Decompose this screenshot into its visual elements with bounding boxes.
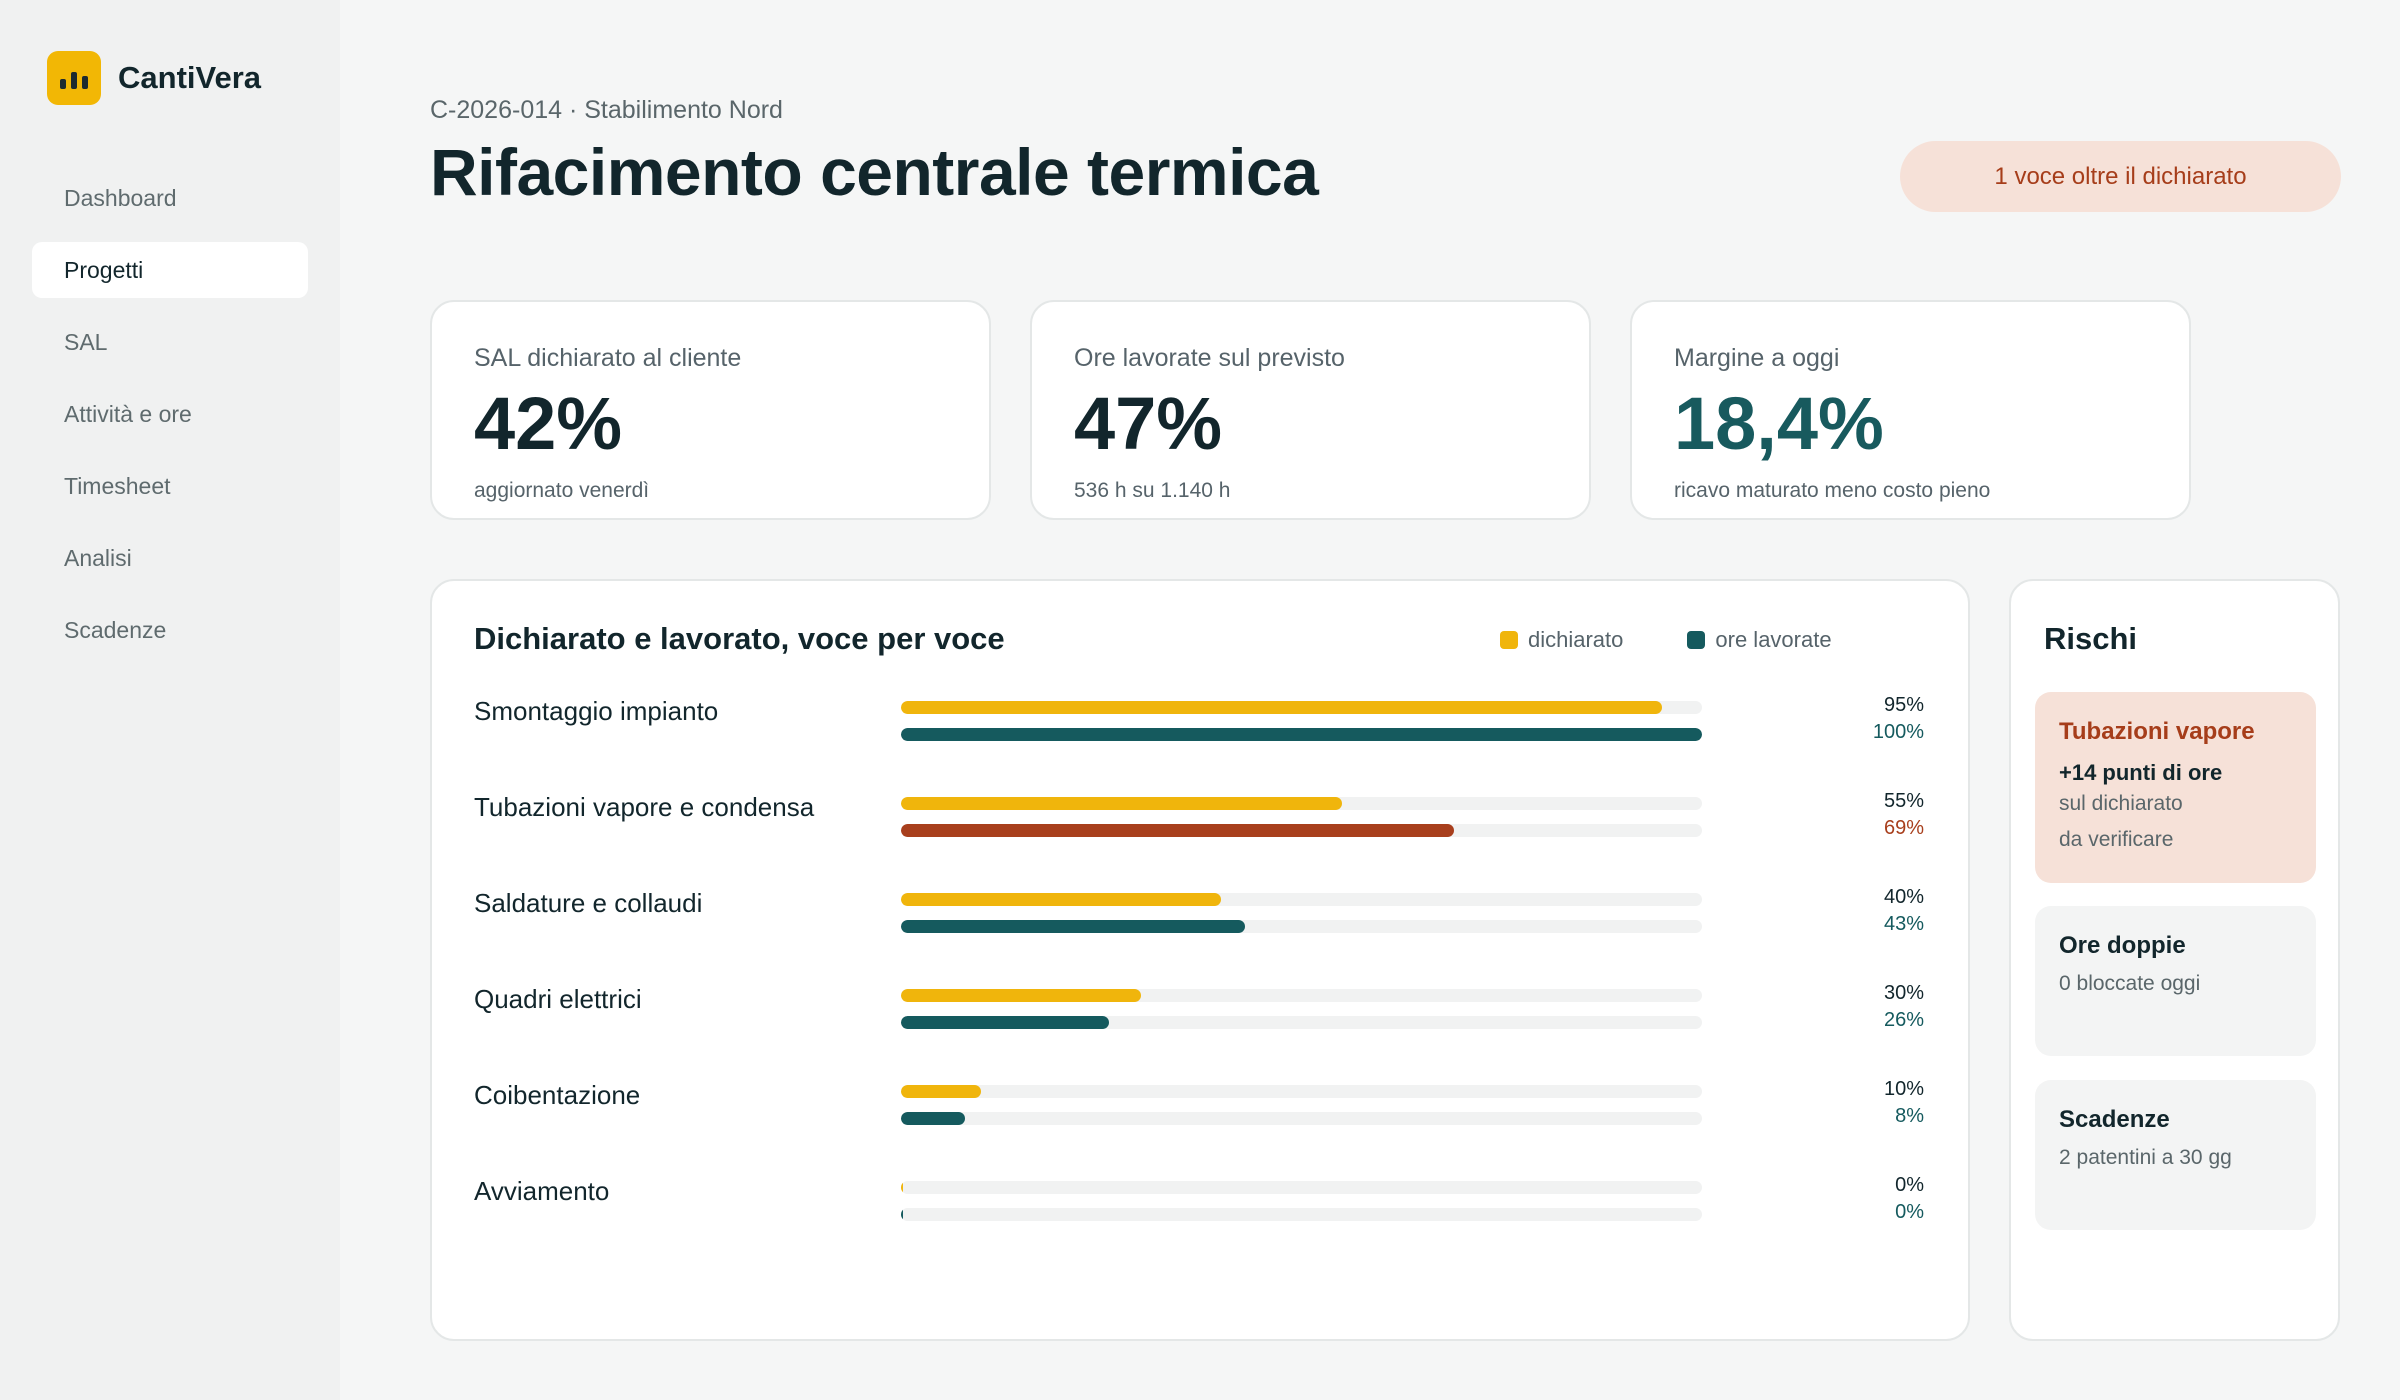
- legend-label: ore lavorate: [1715, 627, 1832, 652]
- bar-track-quadri-elettrici: [901, 1016, 1702, 1029]
- bar-dichiarato-quadri-elettrici: [901, 989, 1142, 1002]
- legend-swatch: [1500, 631, 1518, 649]
- kpi-value: 47%: [1074, 382, 1223, 465]
- value-label-dichiarato: 30%: [1883, 982, 1924, 1004]
- value-label-ore-lavorate: 69%: [1883, 817, 1924, 839]
- sidebar-item-dashboard[interactable]: Dashboard: [64, 184, 177, 211]
- page-title: Rifacimento centrale termica: [430, 135, 1319, 209]
- row-label-smontaggio-impianto: Smontaggio impianto: [474, 696, 719, 726]
- sidebar-item-attivita-e-ore[interactable]: Attività e ore: [64, 400, 192, 427]
- kpi-label: SAL dichiarato al cliente: [474, 344, 742, 372]
- sidebar-item-progetti[interactable]: Progetti: [32, 242, 308, 298]
- risk-card-line: sul dichiarato: [2059, 792, 2183, 815]
- chart-legend: dichiarato ore lavorate: [1500, 627, 1896, 653]
- bar-ore-lavorate-quadri-elettrici: [901, 1016, 1110, 1029]
- value-label-dichiarato: 55%: [1883, 790, 1924, 812]
- value-label-dichiarato: 0%: [1895, 1174, 1924, 1196]
- bar-track-coibentazione: [901, 1085, 1702, 1098]
- sidebar-item-sal[interactable]: SAL: [64, 328, 108, 355]
- bar-dichiarato-tubazioni-vapore-e-condensa: [901, 797, 1342, 810]
- bar-chart-icon: [47, 51, 101, 105]
- chart-title: Dichiarato e lavorato, voce per voce: [474, 621, 1005, 656]
- legend-item-ore-lavorate: ore lavorate: [1687, 627, 1832, 653]
- bar-track-tubazioni-vapore-e-condensa: [901, 797, 1702, 810]
- sidebar-item-analisi[interactable]: Analisi: [64, 544, 132, 571]
- brand[interactable]: CantiVera: [47, 51, 261, 105]
- bar-track-tubazioni-vapore-e-condensa: [901, 824, 1702, 837]
- value-label-ore-lavorate: 26%: [1883, 1009, 1924, 1031]
- row-label-tubazioni-vapore-e-condensa: Tubazioni vapore e condensa: [474, 792, 815, 822]
- risk-card-title: Scadenze: [2059, 1106, 2170, 1133]
- overrun-alert-badge[interactable]: 1 voce oltre il dichiarato: [1900, 141, 2341, 212]
- bar-ore-lavorate-coibentazione: [901, 1112, 966, 1125]
- value-label-ore-lavorate: 43%: [1883, 913, 1924, 935]
- risk-card-title: Ore doppie: [2059, 932, 2186, 959]
- bar-ore-lavorate-tubazioni-vapore-e-condensa: [901, 824, 1454, 837]
- kpi-value: 42%: [474, 382, 623, 465]
- kpi-subtext: 536 h su 1.140 h: [1074, 479, 1231, 502]
- bar-dichiarato-avviamento: [901, 1181, 903, 1194]
- value-label-dichiarato: 10%: [1883, 1078, 1924, 1100]
- bar-ore-lavorate-avviamento: [901, 1208, 903, 1221]
- risk-card-line: 2 patentini a 30 gg: [2059, 1146, 2232, 1169]
- value-label-ore-lavorate: 8%: [1895, 1105, 1924, 1127]
- sidebar-item-scadenze[interactable]: Scadenze: [64, 616, 167, 643]
- risk-card-title: Tubazioni vapore: [2059, 718, 2255, 745]
- risk-card-line: 0 bloccate oggi: [2059, 972, 2201, 995]
- legend-swatch: [1687, 631, 1706, 649]
- bar-track-coibentazione: [901, 1112, 1702, 1125]
- risk-card-tubazioni[interactable]: Tubazioni vapore +14 punti di ore sul di…: [2035, 692, 2316, 883]
- value-label-ore-lavorate: 100%: [1872, 721, 1924, 743]
- bar-ore-lavorate-smontaggio-impianto: [901, 728, 1702, 741]
- risk-card-line: da verificare: [2059, 828, 2174, 851]
- bar-dichiarato-coibentazione: [901, 1085, 982, 1098]
- row-label-quadri-elettrici: Quadri elettrici: [474, 984, 642, 1014]
- legend-label: dichiarato: [1528, 627, 1624, 652]
- brand-name: CantiVera: [118, 60, 262, 95]
- bar-track-quadri-elettrici: [901, 989, 1702, 1002]
- chart-rows: Smontaggio impianto 95% 100% Tubazioni vapo…: [432, 581, 1968, 1339]
- risk-card-highlight: +14 punti di ore: [2059, 760, 2223, 785]
- kpi-subtext: ricavo maturato meno costo pieno: [1674, 479, 1991, 502]
- bar-track-avviamento: [901, 1181, 1702, 1194]
- row-label-coibentazione: Coibentazione: [474, 1080, 641, 1110]
- sidebar-nav: Dashboard Progetti SAL Attività e ore Ti…: [32, 170, 308, 674]
- row-label-avviamento: Avviamento: [474, 1176, 610, 1206]
- kpi-card-ore: Ore lavorate sul previsto 47% 536 h su 1…: [1030, 300, 1591, 520]
- sidebar: CantiVera Dashboard Progetti SAL Attivit…: [0, 0, 340, 1400]
- bar-ore-lavorate-saldature-e-collaudi: [901, 920, 1246, 933]
- bar-track-avviamento: [901, 1208, 1702, 1221]
- breadcrumb: C-2026-014 · Stabilimento Nord: [430, 96, 783, 124]
- risk-card-ore-doppie[interactable]: Ore doppie 0 bloccate oggi: [2035, 906, 2316, 1056]
- sidebar-item-timesheet[interactable]: Timesheet: [64, 472, 171, 499]
- kpi-card-sal: SAL dichiarato al cliente 42% aggiornato…: [430, 300, 991, 520]
- value-label-dichiarato: 95%: [1883, 694, 1924, 716]
- risk-panel: Rischi Tubazioni vapore +14 punti di ore…: [2009, 579, 2340, 1341]
- risk-card-scadenze[interactable]: Scadenze 2 patentini a 30 gg: [2035, 1080, 2316, 1230]
- risk-panel-title: Rischi: [2044, 621, 2138, 656]
- kpi-label: Ore lavorate sul previsto: [1074, 344, 1345, 372]
- bar-dichiarato-smontaggio-impianto: [901, 701, 1662, 714]
- chart-panel: Dichiarato e lavorato, voce per voce dic…: [430, 579, 1970, 1341]
- value-label-dichiarato: 40%: [1883, 886, 1924, 908]
- bar-track-saldature-e-collaudi: [901, 920, 1702, 933]
- kpi-value: 18,4%: [1674, 382, 1884, 465]
- kpi-subtext: aggiornato venerdì: [474, 479, 650, 502]
- bar-dichiarato-saldature-e-collaudi: [901, 893, 1222, 906]
- kpi-label: Margine a oggi: [1674, 344, 1840, 372]
- bar-track-saldature-e-collaudi: [901, 893, 1702, 906]
- legend-item-dichiarato: dichiarato: [1500, 627, 1623, 653]
- row-label-saldature-e-collaudi: Saldature e collaudi: [474, 888, 703, 918]
- value-label-ore-lavorate: 0%: [1895, 1201, 1924, 1223]
- bar-track-smontaggio-impianto: [901, 728, 1702, 741]
- bar-track-smontaggio-impianto: [901, 701, 1702, 714]
- kpi-card-margine: Margine a oggi 18,4% ricavo maturato men…: [1630, 300, 2191, 520]
